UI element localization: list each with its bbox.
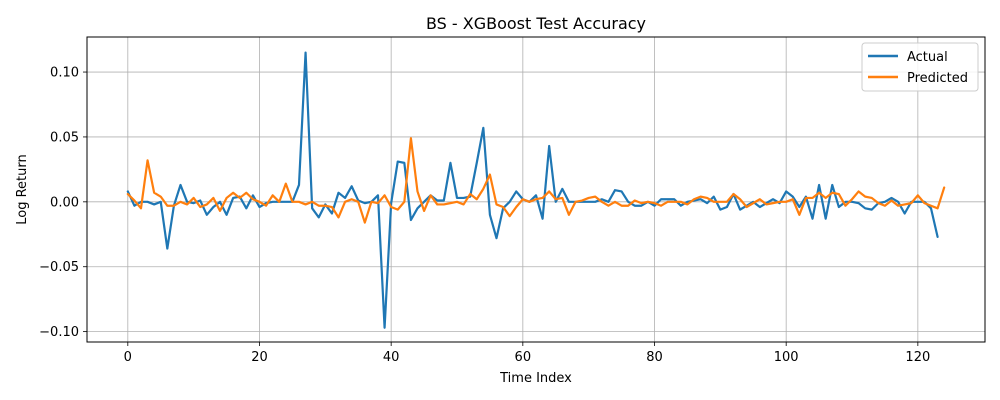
y-tick-label: 0.10	[50, 66, 79, 81]
axis-ticks: 0 20 40 60 80 100 120 −0.10 −0.05 0.00 0.05 0.10	[39, 66, 930, 365]
chart-title: BS - XGBoost Test Accuracy	[426, 14, 646, 33]
x-tick-label: 100	[774, 350, 799, 365]
x-tick-label: 60	[515, 350, 532, 365]
x-tick-label: 120	[905, 350, 930, 365]
grid-lines	[87, 37, 985, 342]
series-line-actual	[126, 51, 939, 329]
y-tick-label: 0.00	[50, 195, 79, 210]
x-tick-label: 40	[383, 350, 400, 365]
x-axis-label: Time Index	[499, 371, 572, 386]
x-tick-label: 0	[124, 350, 132, 365]
legend-label-actual: Actual	[907, 50, 948, 65]
y-tick-label: −0.05	[39, 260, 79, 275]
legend-label-predicted: Predicted	[907, 71, 968, 86]
series-line-predicted	[126, 137, 946, 224]
y-axis-label: Log Return	[15, 154, 30, 225]
x-tick-label: 80	[646, 350, 663, 365]
series-lines	[126, 51, 946, 329]
y-tick-label: −0.10	[39, 325, 79, 340]
plot-frame	[86, 36, 986, 343]
legend: Actual Predicted	[861, 42, 979, 92]
x-tick-label: 20	[251, 350, 268, 365]
y-tick-label: 0.05	[50, 130, 79, 145]
